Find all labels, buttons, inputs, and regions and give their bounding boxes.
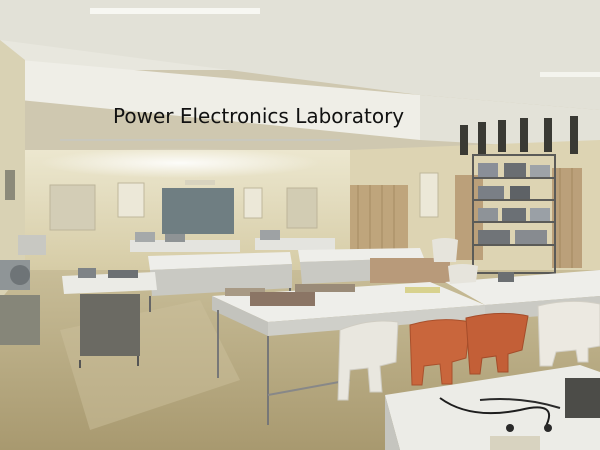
chair-white	[337, 320, 399, 401]
window	[498, 120, 506, 152]
ceiling	[0, 0, 600, 150]
wall-poster	[243, 187, 263, 219]
back-wall	[20, 148, 350, 270]
bench	[298, 248, 450, 284]
window	[460, 125, 468, 155]
window	[478, 122, 486, 154]
bench-back-row	[130, 230, 335, 252]
window	[570, 116, 578, 154]
bench-front	[212, 282, 485, 425]
cabinet	[80, 294, 140, 356]
bench-bottom-right	[385, 365, 600, 450]
blackboard	[162, 188, 234, 234]
power-supply	[565, 378, 600, 418]
lab-caption: Power Electronics Laboratory	[113, 104, 405, 128]
ceiling-light	[540, 72, 600, 77]
notice-board	[419, 172, 439, 218]
window	[520, 118, 528, 152]
chair-white	[448, 264, 478, 284]
trainer-kit	[250, 292, 315, 306]
chair-white	[432, 238, 458, 262]
chair-orange	[465, 312, 529, 375]
cable	[479, 398, 561, 409]
cable	[439, 397, 551, 429]
window	[544, 118, 552, 152]
wall-poster	[117, 182, 145, 218]
motor-setup	[0, 235, 46, 345]
equipment-rack	[472, 154, 556, 274]
ceiling-light	[90, 8, 260, 14]
bench-left	[62, 268, 157, 368]
